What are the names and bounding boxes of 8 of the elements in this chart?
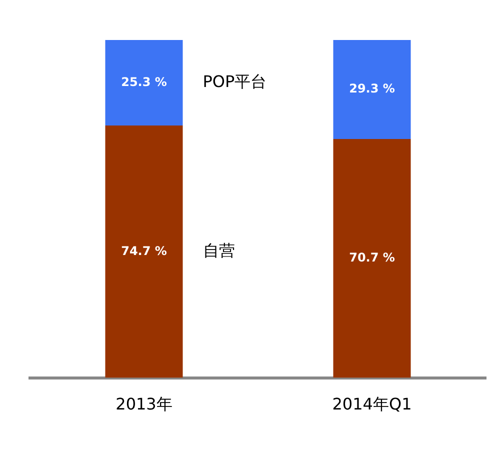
data-label: 70.7 % bbox=[349, 250, 395, 265]
data-label: 29.3 % bbox=[349, 82, 395, 96]
series-label: 自营 bbox=[202, 240, 235, 260]
x-tick-label: 2013年 bbox=[116, 394, 172, 414]
x-tick-label: 2014年Q1 bbox=[332, 394, 412, 414]
data-label: 25.3 % bbox=[121, 74, 167, 89]
data-label: 74.7 % bbox=[121, 244, 167, 258]
series-label: POP平台 bbox=[202, 72, 267, 91]
